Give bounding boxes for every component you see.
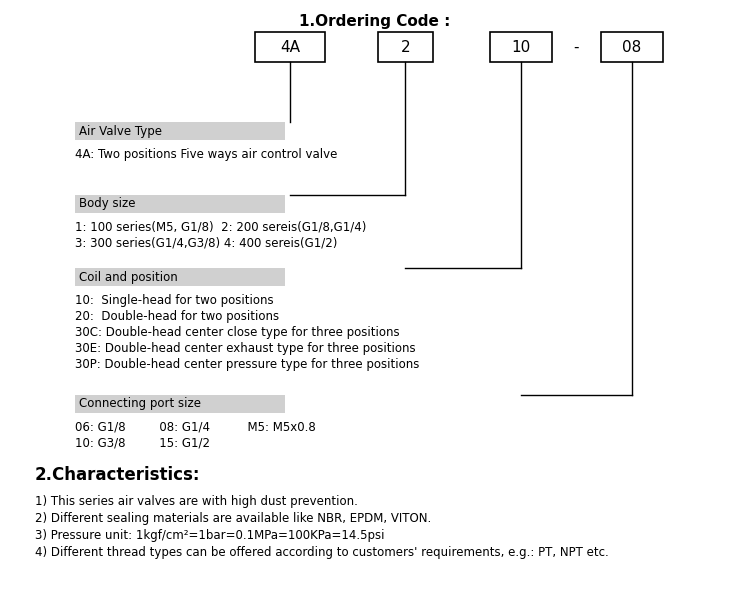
Text: 3) Pressure unit: 1kgf/cm²=1bar=0.1MPa=100KPa=14.5psi: 3) Pressure unit: 1kgf/cm²=1bar=0.1MPa=1… [35, 529, 385, 542]
Text: -: - [573, 40, 579, 55]
Text: 1.Ordering Code :: 1.Ordering Code : [299, 14, 451, 29]
Text: 1) This series air valves are with high dust prevention.: 1) This series air valves are with high … [35, 495, 358, 508]
Text: Connecting port size: Connecting port size [79, 398, 201, 410]
Text: 20:  Double-head for two positions: 20: Double-head for two positions [75, 310, 279, 323]
Bar [601, 32, 663, 62]
Text: 2: 2 [400, 40, 410, 55]
Text: Air Valve Type: Air Valve Type [79, 125, 162, 137]
Bar [490, 32, 552, 62]
Bar [75, 122, 285, 140]
Bar [255, 32, 325, 62]
Text: 4A: Two positions Five ways air control valve: 4A: Two positions Five ways air control … [75, 148, 338, 161]
Text: 30E: Double-head center exhaust type for three positions: 30E: Double-head center exhaust type for… [75, 342, 416, 355]
Text: 2.Characteristics:: 2.Characteristics: [35, 466, 200, 484]
Text: Body size: Body size [79, 198, 136, 210]
Text: 2) Different sealing materials are available like NBR, EPDM, VITON.: 2) Different sealing materials are avail… [35, 512, 431, 525]
Text: 30P: Double-head center pressure type for three positions: 30P: Double-head center pressure type fo… [75, 358, 419, 371]
Text: 4A: 4A [280, 40, 300, 55]
Text: 3: 300 series(G1/4,G3/8) 4: 400 sereis(G1/2): 3: 300 series(G1/4,G3/8) 4: 400 sereis(G… [75, 237, 338, 250]
Text: 08: 08 [622, 40, 641, 55]
Text: 10: G3/8         15: G1/2: 10: G3/8 15: G1/2 [75, 437, 210, 450]
Text: 10:  Single-head for two positions: 10: Single-head for two positions [75, 294, 274, 307]
Bar [75, 195, 285, 213]
Text: Coil and position: Coil and position [79, 271, 178, 283]
Text: 4) Different thread types can be offered according to customers' requirements, e: 4) Different thread types can be offered… [35, 546, 609, 559]
Text: 10: 10 [512, 40, 531, 55]
Bar [75, 268, 285, 286]
Bar [75, 395, 285, 413]
Text: 06: G1/8         08: G1/4          M5: M5x0.8: 06: G1/8 08: G1/4 M5: M5x0.8 [75, 421, 316, 434]
Text: 30C: Double-head center close type for three positions: 30C: Double-head center close type for t… [75, 326, 400, 339]
Text: 1: 100 series(M5, G1/8)  2: 200 sereis(G1/8,G1/4): 1: 100 series(M5, G1/8) 2: 200 sereis(G1… [75, 221, 366, 234]
Bar [378, 32, 433, 62]
